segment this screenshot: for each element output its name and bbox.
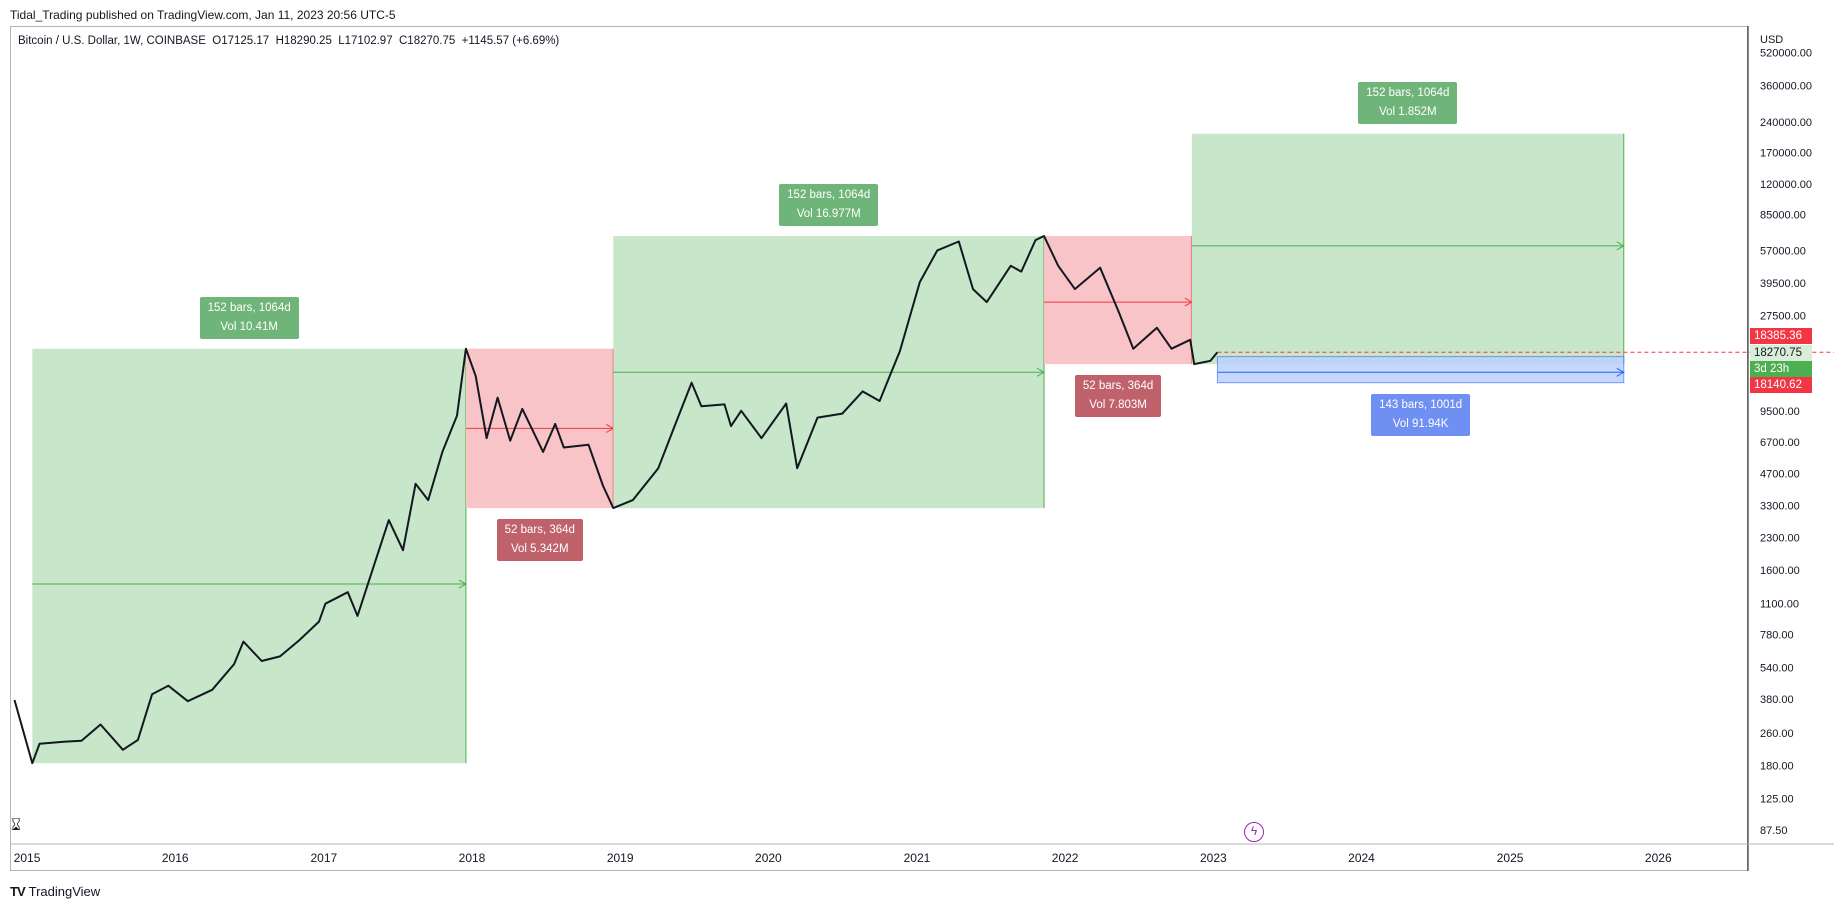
- y-tick-label: 125.00: [1760, 793, 1794, 805]
- x-tick-label: 2026: [1645, 851, 1672, 865]
- tradingview-brand[interactable]: TV TradingView: [10, 884, 100, 899]
- range-volume-label: Vol 10.41M: [220, 320, 278, 333]
- y-tick-label: 170000.00: [1760, 148, 1812, 160]
- y-tick-label: 1600.00: [1760, 565, 1800, 577]
- y-tick-label: 260.00: [1760, 728, 1794, 740]
- range-volume-label: Vol 91.94K: [1392, 417, 1449, 430]
- price-tag: 18140.62: [1750, 377, 1812, 393]
- price-line: [13, 235, 1219, 765]
- range-arrowhead-1: [606, 423, 615, 433]
- x-tick-label: 2023: [1200, 851, 1227, 865]
- y-tick-label: 4700.00: [1760, 469, 1800, 481]
- y-tick-label: 180.00: [1760, 761, 1794, 773]
- range-volume-label: Vol 5.342M: [510, 543, 569, 556]
- y-tick-label: 3300.00: [1760, 500, 1800, 512]
- price-tag: 18385.36: [1750, 328, 1812, 344]
- y-tick-label: 6700.00: [1760, 437, 1800, 449]
- x-tick-label: 2015: [14, 851, 41, 865]
- range-volume-label: Vol 7.803M: [1089, 399, 1147, 412]
- range-badge-1[interactable]: 52 bars, 364d Vol 5.342M: [496, 519, 583, 562]
- range-box-5: [1217, 356, 1624, 383]
- range-box-4: [1191, 133, 1624, 365]
- range-arrowhead-5: [1616, 367, 1625, 377]
- range-border-5: [1216, 356, 1625, 384]
- range-badge-5[interactable]: 143 bars, 1001d Vol 91.94K: [1371, 393, 1471, 436]
- symbol-legend: Bitcoin / U.S. Dollar, 1W, COINBASE O171…: [18, 35, 560, 47]
- range-badge-3[interactable]: 52 bars, 364d Vol 7.803M: [1074, 375, 1162, 418]
- tradingview-logo-icon: TV: [10, 884, 26, 899]
- y-tick-label: 27500.00: [1760, 311, 1806, 323]
- range-badge-0[interactable]: 152 bars, 1064d Vol 10.41M: [199, 296, 299, 339]
- range-volume-label: Vol 16.977M: [796, 207, 861, 220]
- price-tag: 18270.75: [1750, 345, 1812, 361]
- events-flash-icon[interactable]: ϟ: [1244, 822, 1264, 842]
- range-bars-label: 152 bars, 1064d: [787, 188, 871, 201]
- y-tick-label: 39500.00: [1760, 278, 1806, 290]
- x-tick-label: 2025: [1497, 851, 1524, 865]
- currency-label: USD: [1760, 34, 1784, 46]
- range-bars-label: 152 bars, 1064d: [207, 301, 291, 314]
- price-tag: 3d 23h: [1750, 361, 1812, 377]
- range-arrowhead-2: [1036, 367, 1046, 377]
- range-badge-2[interactable]: 152 bars, 1064d Vol 16.977M: [779, 183, 879, 226]
- range-bars-label: 143 bars, 1001d: [1379, 398, 1463, 411]
- x-tick-label: 2017: [310, 851, 337, 865]
- y-tick-label: 120000.00: [1760, 179, 1812, 191]
- range-badge-4[interactable]: 152 bars, 1064d Vol 1.852M: [1358, 81, 1458, 124]
- y-tick-label: 85000.00: [1760, 210, 1806, 222]
- y-tick-label: 87.50: [1760, 825, 1788, 837]
- y-tick-label: 540.00: [1760, 662, 1794, 674]
- publisher-line: Tidal_Trading published on TradingView.c…: [10, 8, 396, 22]
- x-tick-label: 2020: [755, 851, 782, 865]
- y-tick-label: 380.00: [1760, 694, 1794, 706]
- range-bars-label: 152 bars, 1064d: [1366, 86, 1450, 99]
- y-tick-label: 240000.00: [1760, 117, 1812, 129]
- x-tick-label: 2021: [904, 851, 931, 865]
- range-arrowhead-4: [1616, 241, 1625, 251]
- y-tick-label: 780.00: [1760, 629, 1794, 641]
- range-bars-label: 52 bars, 364d: [1082, 380, 1154, 393]
- y-tick-label: 1100.00: [1760, 599, 1799, 611]
- y-tick-label: 9500.00: [1760, 406, 1800, 418]
- y-tick-label: 57000.00: [1760, 245, 1806, 257]
- x-tick-label: 2019: [607, 851, 634, 865]
- range-arrowhead-0: [458, 579, 467, 589]
- y-tick-label: 360000.00: [1760, 81, 1812, 93]
- range-bars-label: 52 bars, 364d: [504, 524, 575, 537]
- x-tick-label: 2016: [162, 851, 189, 865]
- x-tick-label: 2018: [459, 851, 486, 865]
- x-tick-label: 2024: [1348, 851, 1375, 865]
- pin-icon[interactable]: ⌛︎: [11, 817, 22, 834]
- range-volume-label: Vol 1.852M: [1379, 105, 1437, 118]
- brand-name: TradingView: [28, 884, 101, 899]
- range-box-0: [32, 348, 466, 764]
- y-tick-label: 520000.00: [1760, 48, 1812, 60]
- x-tick-label: 2022: [1052, 851, 1079, 865]
- y-tick-label: 2300.00: [1760, 533, 1800, 545]
